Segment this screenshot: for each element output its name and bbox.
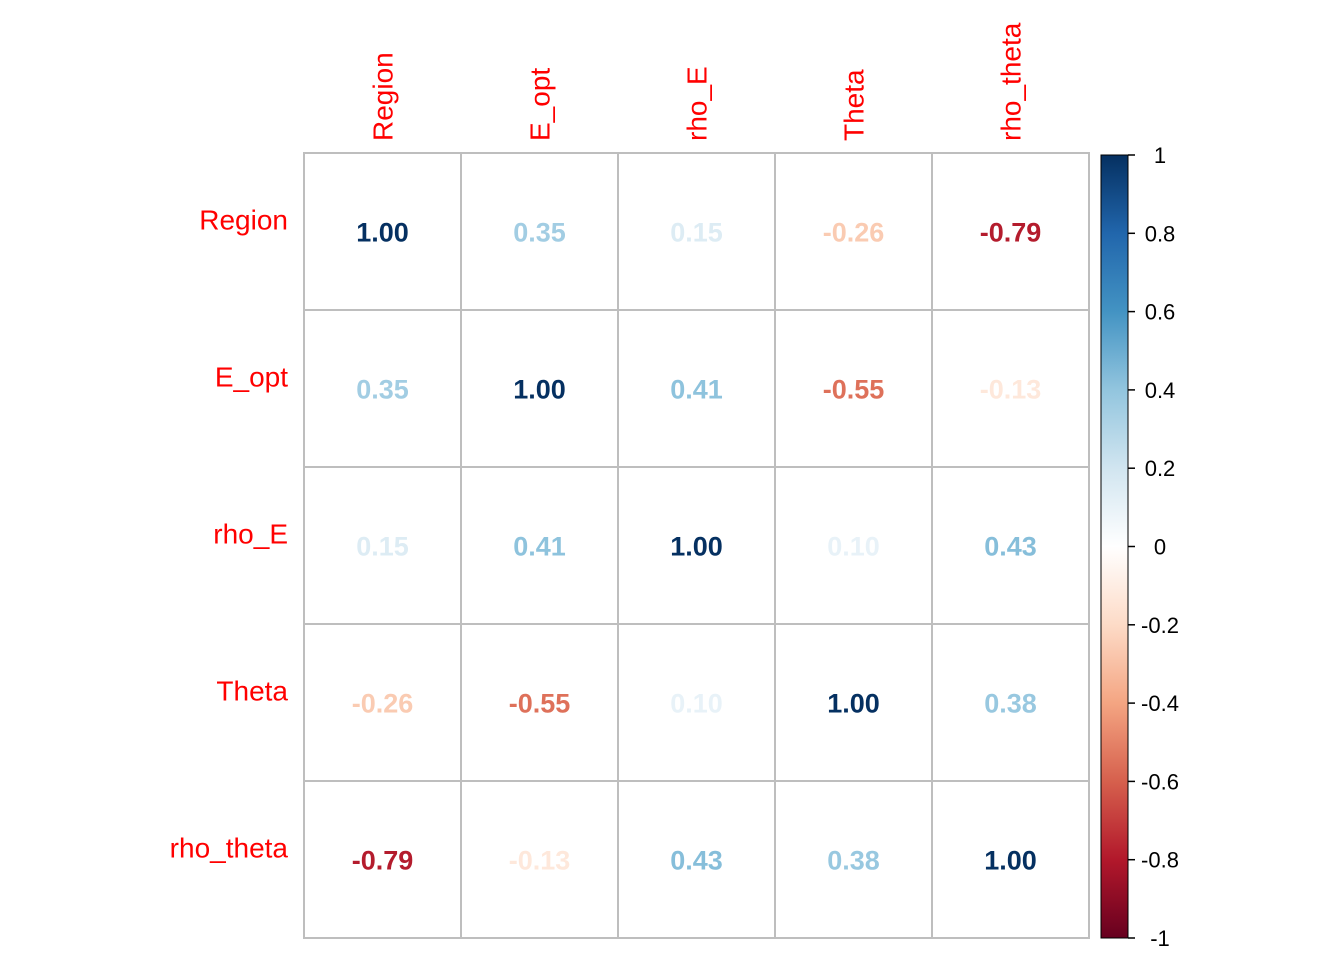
colorbar-scale [1100,154,1129,939]
cell-value-rho_E-rho_E: 1.00 [670,532,723,562]
correlation-values: 1.00 0.35 0.15 -0.26 -0.79 0.35 1.00 0.41 -0.55 -… [352,218,1042,876]
column-label-rho_theta: rho_theta [996,22,1027,141]
colorbar-tick-label: 0.2 [1145,456,1176,481]
colorbar-tick-label: -0.2 [1141,613,1179,638]
row-labels: Region E_opt rho_E Theta rho_theta [170,205,289,864]
cell-value-E_opt-Theta: -0.55 [823,375,885,405]
cell-value-rho_theta-rho_theta: 1.00 [984,846,1037,876]
row-label-Theta: Theta [216,676,288,707]
cell-value-rho_theta-Region: -0.79 [352,846,414,876]
cell-value-Region-rho_E: 0.15 [670,218,723,248]
correlation-grid [303,152,1090,939]
colorbar-tick-label: 0.8 [1145,221,1176,246]
cell-value-rho_theta-E_opt: -0.13 [509,846,571,876]
colorbar-tick-label: -0.6 [1141,769,1179,794]
row-label-rho_E: rho_E [213,519,288,550]
row-label-Region: Region [199,205,288,236]
column-labels: Region E_opt rho_E Theta rho_theta [368,22,1027,141]
colorbar-tick-label: -0.4 [1141,691,1179,716]
cell-value-E_opt-rho_E: 0.41 [670,375,723,405]
cell-value-Region-rho_theta: -0.79 [980,218,1042,248]
column-label-E_opt: E_opt [525,68,556,141]
cell-value-Theta-Theta: 1.00 [827,689,880,719]
row-label-rho_theta: rho_theta [170,833,289,864]
colorbar-tick-label: 1 [1154,143,1166,168]
cell-value-rho_theta-Theta: 0.38 [827,846,880,876]
cell-value-E_opt-rho_theta: -0.13 [980,375,1042,405]
grid-frame [303,152,1090,939]
colorbar-tick-label: 0.6 [1145,300,1176,325]
column-label-Region: Region [368,52,399,141]
column-label-Theta: Theta [839,69,870,141]
cell-value-Theta-rho_E: 0.10 [670,689,723,719]
cell-value-Region-Region: 1.00 [356,218,409,248]
cell-value-rho_E-Region: 0.15 [356,532,409,562]
cell-value-rho_E-rho_theta: 0.43 [984,532,1037,562]
colorbar-legend: 1 0.8 0.6 0.4 0.2 0 -0.2 -0.4 -0.6 -0.8 -1 [1100,143,1179,951]
cell-value-rho_E-Theta: 0.10 [827,532,880,562]
cell-value-Region-Theta: -0.26 [823,218,885,248]
cell-value-Region-E_opt: 0.35 [513,218,566,248]
cell-value-rho_theta-rho_E: 0.43 [670,846,723,876]
colorbar-tick-label: -1 [1150,926,1170,951]
column-label-rho_E: rho_E [682,66,713,141]
colorbar-tick-label: -0.8 [1141,848,1179,873]
cell-value-E_opt-Region: 0.35 [356,375,409,405]
cell-value-Theta-E_opt: -0.55 [509,689,571,719]
cell-value-Theta-rho_theta: 0.38 [984,689,1037,719]
colorbar-tick-label: 0.4 [1145,378,1176,403]
row-label-E_opt: E_opt [215,362,288,393]
cell-value-Theta-Region: -0.26 [352,689,414,719]
cell-value-E_opt-E_opt: 1.00 [513,375,566,405]
colorbar-tick-label: 0 [1154,535,1166,560]
cell-value-rho_E-E_opt: 0.41 [513,532,566,562]
